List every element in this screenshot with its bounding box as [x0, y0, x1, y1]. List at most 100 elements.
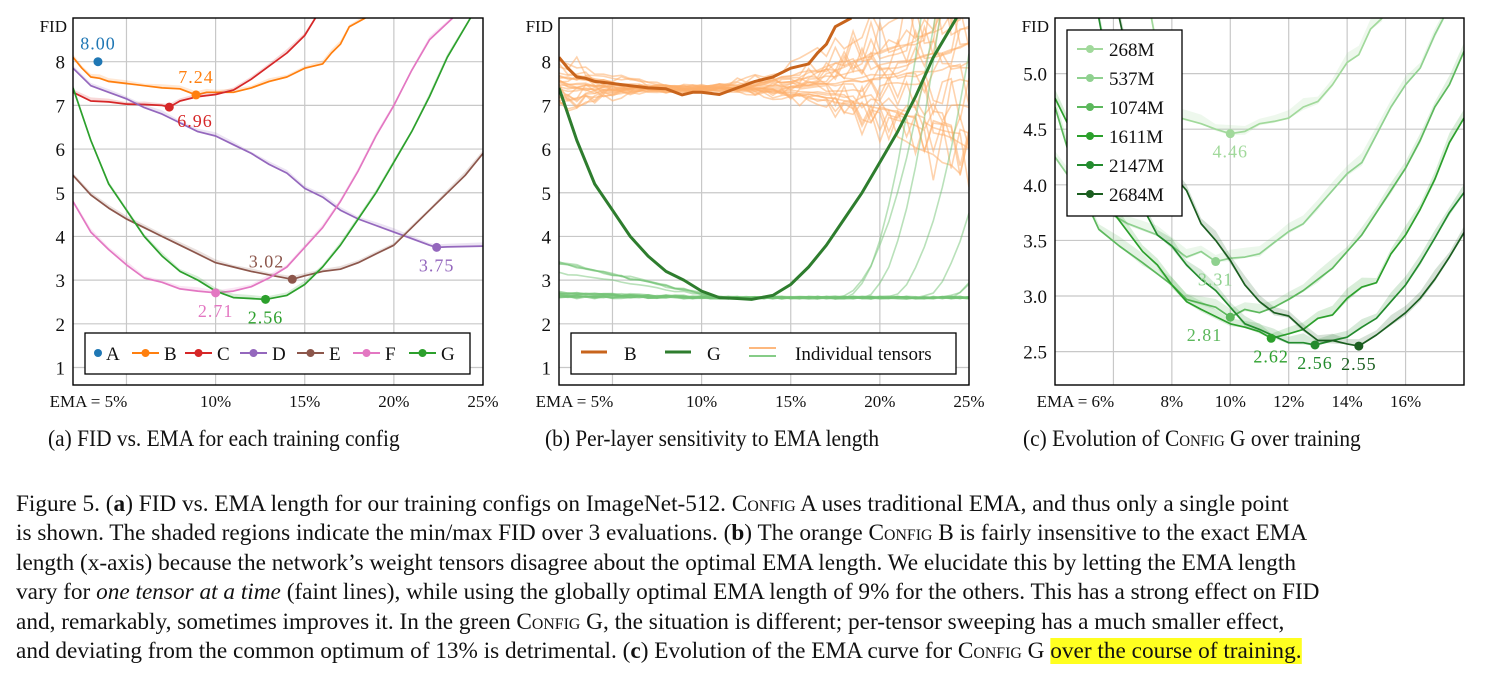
individual-tensor-line-g	[559, 212, 969, 300]
caption-text: A uses traditional EMA, and thus only a …	[795, 491, 1289, 517]
x-tick-label: 8%	[1161, 392, 1184, 411]
legend: A B C D E F G	[84, 332, 471, 375]
individual-tensor-line-b	[559, 42, 969, 91]
y-axis-label: FID	[40, 17, 67, 36]
subcaption-c-prefix: (c) Evolution of	[1023, 426, 1165, 451]
grid	[73, 18, 484, 385]
legend-label: Individual tensors	[795, 344, 932, 365]
caption-text: vary for	[16, 579, 97, 606]
plot-frame	[558, 17, 970, 386]
individual-tensor-line-b	[559, 85, 969, 188]
y-axis-label: FID	[1022, 17, 1049, 36]
caption-line: Figure 5. (a) FID vs. EMA length for our…	[16, 490, 1476, 519]
legend-box	[1066, 29, 1183, 217]
min-marker-1611m	[1266, 333, 1276, 343]
y-tick-label: 1	[542, 359, 552, 380]
legend-label: B	[164, 344, 177, 365]
min-label-2147m: 2.56	[1297, 353, 1333, 373]
caption-text: ) FID vs. EMA length for our training co…	[125, 491, 732, 517]
figure-5: 1 2 3 4 5 6 7 8 FID EMA = 5% 10% 15% 20% 25% 8.00 7.24 6…	[40, 17, 1465, 411]
y-axis-label: FID	[526, 17, 553, 36]
min-marker-2684m	[1354, 341, 1364, 351]
legend-label: 2684M	[1109, 185, 1164, 206]
caption-text: Config	[868, 520, 933, 547]
subcaption-c-config: Config	[1164, 426, 1225, 451]
min-label-1611m: 2.62	[1253, 346, 1289, 366]
y-tick-label: 4.0	[1023, 176, 1047, 197]
x-tick-label: 12%	[1273, 392, 1304, 411]
x-tick-label: 25%	[467, 392, 498, 411]
y-tick-label: 5.0	[1023, 65, 1047, 86]
caption-text: c	[630, 638, 641, 665]
legend: 268M 537M 1074M 1611M 2147M 2684M	[1066, 29, 1183, 217]
caption-text: is shown. The shaded regions indicate th…	[16, 520, 732, 547]
y-tick-label: 4	[56, 227, 66, 248]
caption-line: length (x-axis) because the network’s we…	[16, 549, 1476, 578]
subcaption-c: (c) Evolution of Config G over training	[1023, 426, 1361, 452]
y-tick-label: 1	[56, 359, 66, 380]
series-band-c	[73, 18, 316, 108]
legend-marker	[1086, 103, 1094, 111]
legend-label: A	[106, 344, 120, 365]
min-label-2684m: 2.55	[1341, 354, 1377, 374]
caption-text: and deviating from the common optimum of…	[16, 638, 631, 665]
series-line-b	[559, 18, 853, 97]
series-line-1074m	[1055, 51, 1464, 319]
legend-label: F	[385, 344, 396, 365]
subcaption-c-suffix: G over training	[1224, 426, 1361, 451]
x-tick-label: 14%	[1332, 392, 1363, 411]
plot-area	[73, 18, 483, 301]
panel-c-chart: 2.5 3.0 3.5 4.0 4.5 5.0 FID EMA = 6% 8% 10% 12% 14%…	[1022, 17, 1465, 411]
subcaption-a: (a) FID vs. EMA for each training config	[48, 426, 400, 451]
caption-text: G, the situation is different; per-tenso…	[580, 608, 1285, 635]
panel-b-chart: 1 2 3 4 5 6 7 8 FID EMA = 5% 10% 15% 20% 25% B G Individ…	[526, 17, 985, 411]
legend-label: 537M	[1109, 69, 1155, 90]
min-marker-1074m	[1225, 312, 1235, 322]
min-label-d: 3.75	[419, 255, 455, 275]
y-tick-label: 4.5	[1023, 120, 1047, 141]
legend-marker	[1086, 190, 1094, 198]
series-band-268m	[1151, 18, 1383, 136]
x-tick-label: 15%	[289, 392, 320, 411]
x-tick-label: 25%	[953, 392, 984, 411]
caption-text: G	[1021, 638, 1051, 665]
min-marker-c	[164, 102, 174, 112]
series-line-g	[559, 18, 958, 301]
legend-marker	[1086, 132, 1094, 140]
legend-marker-g	[418, 349, 427, 357]
plot-area	[1055, 18, 1464, 347]
y-tick-label: 8	[56, 53, 66, 74]
legend-label: G	[441, 344, 455, 365]
min-label-a: 8.00	[80, 34, 116, 54]
x-axis-label: EMA = 5%	[536, 392, 614, 411]
legend: B G Individual tensors	[570, 332, 957, 375]
min-label-b: 7.24	[178, 67, 214, 87]
x-tick-label: 10%	[686, 392, 717, 411]
series-line-c	[73, 18, 317, 108]
caption-text: Figure 5.	[16, 491, 106, 517]
min-label-1074m: 2.81	[1187, 325, 1223, 345]
series-line-b	[73, 18, 366, 96]
legend-label: E	[329, 344, 341, 365]
min-marker-d	[432, 242, 442, 252]
y-tick-label: 8	[542, 53, 552, 74]
min-label-268m: 4.46	[1213, 142, 1249, 162]
y-tick-label: 5	[542, 184, 552, 205]
caption-text: Config	[516, 608, 581, 635]
series-line-f	[73, 18, 454, 294]
x-tick-label: 15%	[775, 392, 806, 411]
y-tick-label: 6	[542, 140, 552, 161]
plot-frame	[1054, 17, 1465, 386]
x-tick-label: 16%	[1390, 392, 1421, 411]
series-line-268m	[1150, 18, 1383, 135]
legend-box	[570, 332, 957, 375]
min-label-f: 2.71	[198, 301, 234, 321]
legend-marker-e	[306, 349, 315, 357]
individual-tensor-line-b	[559, 85, 969, 176]
y-tick-label: 6	[56, 140, 66, 161]
min-label-g: 2.56	[248, 307, 284, 327]
min-label-537m: 3.31	[1198, 270, 1234, 290]
legend-marker-f	[362, 349, 371, 357]
series-line-2684m	[1118, 18, 1464, 347]
caption-text: ) The orange	[744, 520, 869, 547]
